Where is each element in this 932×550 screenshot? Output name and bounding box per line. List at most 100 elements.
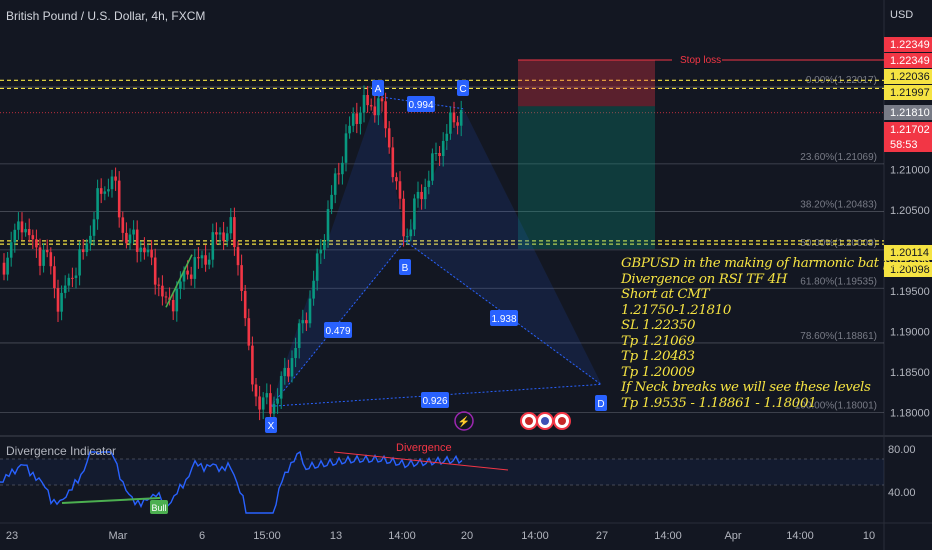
candle-body xyxy=(387,128,391,148)
note-line: Tp 1.21069 xyxy=(621,333,695,349)
candle-body xyxy=(211,232,215,260)
time-axis-label: 15:00 xyxy=(253,530,281,542)
candle-body xyxy=(81,249,85,253)
lightning-glyph: ⚡ xyxy=(458,415,470,428)
candle-body xyxy=(341,162,344,175)
candle-body xyxy=(207,259,211,265)
candle-body xyxy=(45,250,49,253)
candle-body xyxy=(38,247,42,266)
candle-body xyxy=(326,209,330,242)
time-axis-label: 6 xyxy=(199,530,205,542)
candle-body xyxy=(222,232,225,241)
candle-body xyxy=(153,257,157,285)
candle-body xyxy=(351,113,355,126)
note-line: GBPUSD in the making of harmonic bat pat… xyxy=(621,256,931,271)
candle-body xyxy=(344,133,348,163)
candles xyxy=(2,85,463,422)
price-marker-box xyxy=(884,262,932,277)
candle-body xyxy=(452,112,456,123)
price-marker-box xyxy=(884,53,932,68)
price-marker-box xyxy=(884,69,932,84)
time-axis-label: Apr xyxy=(724,530,741,542)
candle-body xyxy=(243,290,247,319)
fib-level-label: 38.20%(1.20483) xyxy=(800,199,877,210)
price-marker-box xyxy=(884,122,932,137)
note-line: Short at CMT xyxy=(621,287,710,303)
indicator-panel-label: Divergence Indicator xyxy=(6,444,117,458)
candle-body xyxy=(398,181,402,199)
trend-line xyxy=(165,254,193,308)
candle-body xyxy=(359,112,362,124)
candle-body xyxy=(103,191,107,194)
ratio-label: 0.479 xyxy=(325,326,350,337)
candle-body xyxy=(272,403,276,414)
bull-badge xyxy=(150,500,168,514)
candle-body xyxy=(355,113,359,124)
ratio-label: 1.938 xyxy=(491,314,516,325)
candle-body xyxy=(139,247,143,252)
candle-body xyxy=(261,397,265,410)
candle-body xyxy=(63,285,67,293)
flag-event-icon-center xyxy=(558,417,566,425)
pattern-point-x-label: X xyxy=(268,421,275,432)
candle-body xyxy=(150,249,153,258)
candle-body xyxy=(459,110,463,126)
candle-body xyxy=(96,188,99,220)
price-marker-label: 1.22349 xyxy=(890,39,930,51)
time-axis-label: 14:00 xyxy=(654,530,682,542)
candle-body xyxy=(413,198,416,230)
candle-body xyxy=(348,125,351,134)
candle-body xyxy=(20,221,24,233)
candle-body xyxy=(175,288,179,312)
flag-event-icon-center xyxy=(541,417,549,425)
lightning-icon xyxy=(454,411,474,431)
divergence-label: Divergence xyxy=(396,442,452,454)
price-scale-label: 1.19500 xyxy=(890,286,930,298)
pattern-point-x-badge xyxy=(265,417,277,433)
trade-notes: GBPUSD in the making of harmonic bat pat… xyxy=(621,256,931,411)
candle-body xyxy=(67,277,71,286)
candle-body xyxy=(276,398,279,404)
pattern-xb-line xyxy=(270,240,406,407)
candle-body xyxy=(99,188,103,194)
fib-level-label: 23.60%(1.21069) xyxy=(800,152,877,163)
candle-body xyxy=(427,180,431,187)
candle-body xyxy=(78,249,81,276)
candle-body xyxy=(197,257,200,259)
candle-body xyxy=(297,323,301,348)
candle-body xyxy=(161,285,164,297)
price-marker-box xyxy=(884,37,932,52)
price-marker-label: 1.21810 xyxy=(890,107,930,119)
time-axis-label: 14:00 xyxy=(521,530,549,542)
stop-loss-zone xyxy=(518,60,655,107)
take-profit-zone xyxy=(518,106,655,249)
candle-body xyxy=(225,233,229,241)
note-line: If Neck breaks we will see these levels xyxy=(621,380,871,396)
fib-level-label: 50.00%(1.20009) xyxy=(800,238,877,249)
bull-divergence-line xyxy=(61,497,161,504)
price-marker-label: 58:53 xyxy=(890,139,918,151)
candle-body xyxy=(218,232,222,235)
candle-body xyxy=(405,236,409,238)
candle-body xyxy=(157,284,161,286)
candle-body xyxy=(333,173,337,195)
candle-body xyxy=(369,105,373,107)
candle-body xyxy=(182,270,186,282)
price-marker-box xyxy=(884,137,932,152)
candle-body xyxy=(438,153,441,157)
candle-body xyxy=(445,133,449,141)
pattern-point-a-badge xyxy=(372,80,384,96)
price-marker-box xyxy=(884,245,932,260)
note-line: Tp 1.20009 xyxy=(621,364,695,380)
price-marker-label: 1.21702 xyxy=(890,124,930,136)
candle-body xyxy=(254,384,258,397)
candle-body xyxy=(74,275,78,278)
price-scale-label: 1.19000 xyxy=(890,327,930,339)
candle-body xyxy=(409,229,413,237)
candle-body xyxy=(294,347,297,359)
candle-body xyxy=(128,234,132,244)
candle-body xyxy=(89,235,92,244)
candle-body xyxy=(125,232,128,244)
note-line: Tp 1.9535 - 1.18861 - 1.18001 xyxy=(621,395,817,411)
